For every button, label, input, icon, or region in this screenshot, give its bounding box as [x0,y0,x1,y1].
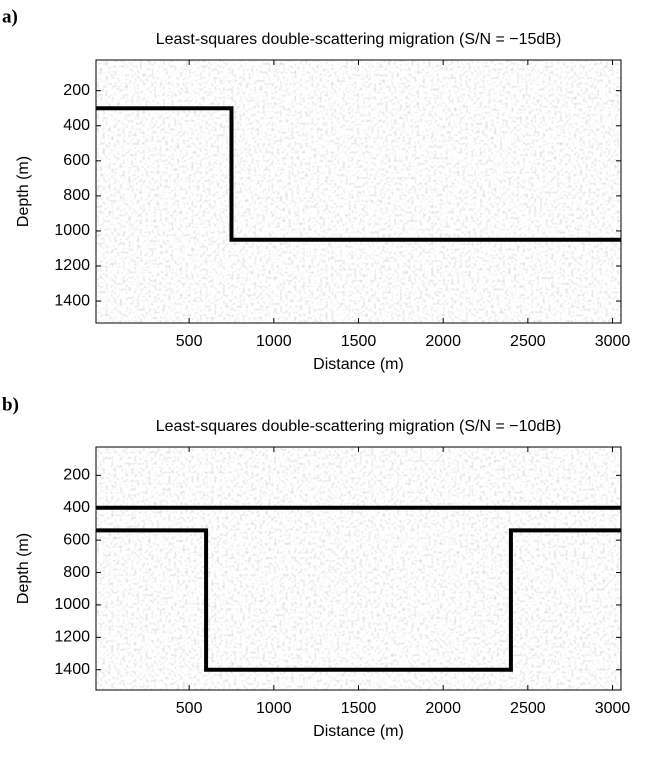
x-tick-label: 3000 [595,700,631,717]
x-tick-label: 1000 [256,333,292,350]
y-tick-label: 400 [63,499,90,516]
x-axis-label: Distance (m) [313,356,404,373]
y-tick-label: 400 [63,117,90,134]
y-axis-label: Depth (m) [15,156,32,227]
x-tick-label: 1000 [256,700,292,717]
chart-title: Least-squares double-scattering migratio… [156,418,562,435]
x-tick-label: 2500 [510,700,546,717]
y-tick-label: 200 [63,467,90,484]
y-tick-label: 1200 [54,629,90,646]
x-tick-label: 3000 [595,333,631,350]
y-tick-label: 800 [63,564,90,581]
chart-title: Least-squares double-scattering migratio… [156,31,562,48]
x-tick-label: 2500 [510,333,546,350]
x-tick-label: 500 [176,700,203,717]
y-tick-label: 600 [63,531,90,548]
panel-label: a) [2,6,18,27]
y-tick-label: 800 [63,187,90,204]
x-tick-label: 2000 [425,333,461,350]
y-tick-label: 1000 [54,222,90,239]
interface-line [96,106,621,242]
y-axis-label: Depth (m) [15,533,32,604]
y-tick-label: 1200 [54,257,90,274]
interface-line [96,528,621,672]
y-tick-label: 200 [63,82,90,99]
y-tick-label: 600 [63,152,90,169]
y-tick-label: 1400 [54,661,90,678]
panel-label: b) [2,394,19,415]
x-tick-label: 1500 [341,700,377,717]
x-axis-label: Distance (m) [313,723,404,740]
image-background [96,60,621,323]
y-tick-label: 1400 [54,292,90,309]
y-tick-label: 1000 [54,596,90,613]
image-background [96,447,621,690]
x-tick-label: 2000 [425,700,461,717]
x-tick-label: 500 [176,333,203,350]
x-tick-label: 1500 [341,333,377,350]
